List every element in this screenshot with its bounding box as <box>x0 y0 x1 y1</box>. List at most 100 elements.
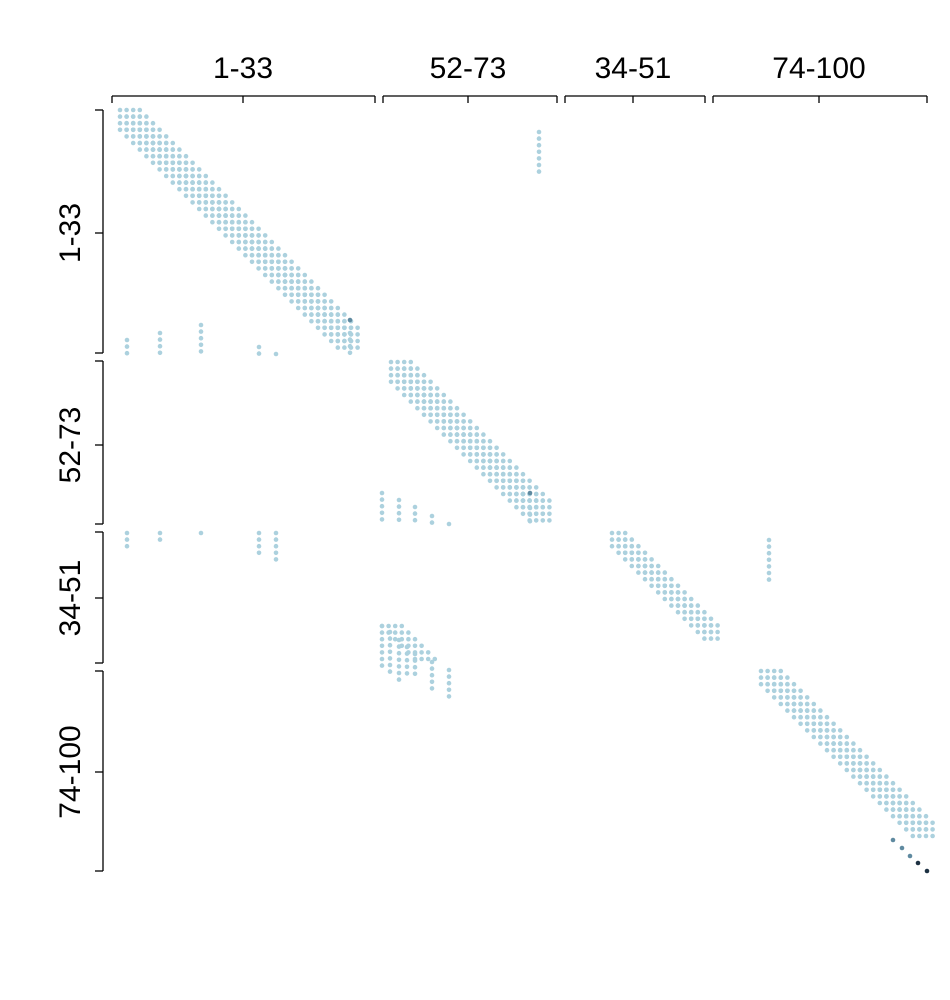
data-point <box>157 537 163 542</box>
data-point <box>429 666 435 671</box>
data-point <box>897 807 902 812</box>
data-point <box>396 497 402 503</box>
data-point <box>461 438 466 444</box>
data-point <box>428 399 433 404</box>
data-point <box>785 695 790 700</box>
data-point <box>157 153 162 159</box>
data-point <box>766 577 772 582</box>
data-point <box>675 609 681 615</box>
data-point <box>163 147 169 152</box>
data-point <box>190 180 195 185</box>
data-point <box>262 239 268 245</box>
data-point <box>170 140 176 146</box>
data-point <box>163 173 169 179</box>
data-point <box>766 544 772 549</box>
data-point <box>791 701 797 707</box>
data-point <box>295 292 301 298</box>
data-point <box>715 636 720 641</box>
data-point <box>715 623 720 628</box>
data-point <box>157 160 162 166</box>
row-label-1-33: 1-33 <box>54 203 87 263</box>
data-point <box>419 643 424 649</box>
data-point <box>342 332 347 337</box>
data-point <box>342 338 347 344</box>
data-point <box>399 630 405 635</box>
data-point <box>494 471 499 477</box>
data-point <box>256 550 262 556</box>
data-point <box>229 219 235 225</box>
data-point <box>467 419 473 424</box>
data-point <box>428 379 433 385</box>
data-point <box>124 530 130 536</box>
data-point <box>798 714 803 720</box>
data-point <box>771 688 777 694</box>
data-point <box>229 200 235 205</box>
data-point <box>481 465 486 470</box>
data-point <box>547 504 552 510</box>
data-point <box>355 332 360 337</box>
data-point <box>157 140 162 146</box>
data-point <box>282 285 288 291</box>
data-point <box>536 156 542 161</box>
data-point <box>785 681 790 687</box>
data-point <box>163 167 169 172</box>
data-point <box>229 213 235 218</box>
data-point <box>355 338 360 344</box>
data-point <box>335 338 341 344</box>
data-point <box>766 550 772 556</box>
data-point <box>870 761 876 766</box>
data-point <box>276 266 281 271</box>
data-point <box>771 681 777 687</box>
row-label-74-100: 74-100 <box>54 725 87 818</box>
data-point <box>655 590 661 595</box>
data-point <box>778 675 784 680</box>
data-point <box>903 827 909 832</box>
data-point <box>170 167 176 172</box>
data-point <box>273 543 279 549</box>
data-point <box>295 266 301 271</box>
data-point <box>428 405 433 411</box>
data-point <box>884 774 889 779</box>
data-point <box>137 107 143 113</box>
data-point <box>831 721 836 727</box>
data-point <box>708 623 714 628</box>
data-point <box>877 767 883 773</box>
data-point <box>183 153 189 159</box>
data-point <box>412 643 418 649</box>
data-point <box>415 372 420 378</box>
data-point <box>415 386 420 391</box>
data-point <box>715 629 720 635</box>
data-point <box>124 134 129 139</box>
data-point <box>322 332 327 337</box>
data-point <box>198 530 204 536</box>
data-point <box>877 774 883 779</box>
data-point <box>379 623 385 629</box>
data-point <box>609 530 615 536</box>
data-point <box>688 623 694 628</box>
data-point <box>884 794 889 799</box>
data-point <box>662 576 668 582</box>
data-point <box>481 471 486 477</box>
data-point <box>448 412 453 418</box>
data-point <box>269 259 275 265</box>
data-point <box>682 596 687 602</box>
data-point <box>269 266 275 271</box>
data-point <box>923 820 929 826</box>
data-point <box>408 359 414 365</box>
data-point <box>461 445 466 451</box>
data-point <box>348 325 354 331</box>
data-point <box>487 438 493 444</box>
data-point <box>675 583 681 589</box>
data-point <box>177 186 182 192</box>
data-point <box>514 465 519 470</box>
data-point <box>196 193 202 199</box>
data-point <box>273 351 279 357</box>
data-point <box>210 200 215 205</box>
data-point <box>884 807 889 812</box>
data-point <box>771 675 777 680</box>
data-point <box>649 557 654 562</box>
data-point <box>177 167 182 172</box>
data-point <box>441 405 447 411</box>
data-point <box>415 392 420 398</box>
data-point <box>804 695 810 700</box>
